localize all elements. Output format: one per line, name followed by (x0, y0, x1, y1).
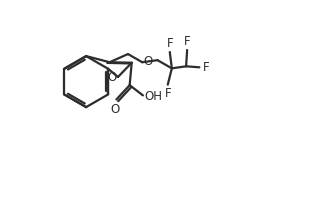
Text: F: F (184, 35, 190, 48)
Text: O: O (143, 55, 153, 68)
Text: F: F (164, 87, 171, 100)
Text: O: O (111, 103, 120, 115)
Text: O: O (108, 71, 117, 83)
Text: F: F (202, 61, 209, 74)
Text: OH: OH (144, 90, 162, 103)
Text: F: F (167, 37, 173, 50)
